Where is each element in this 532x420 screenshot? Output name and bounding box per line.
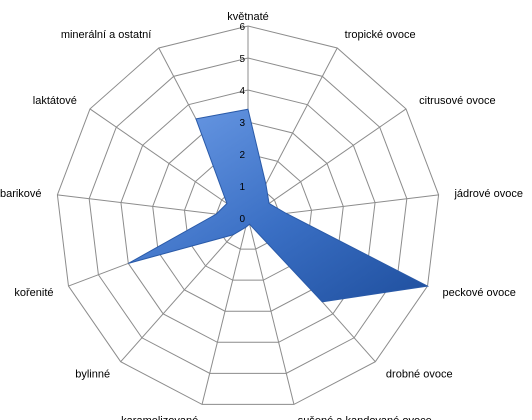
category-label-2: citrusové ovoce (419, 95, 495, 107)
category-label-7: karamelizované (121, 415, 198, 420)
category-label-8: bylinné (75, 369, 110, 381)
category-label-5: drobné ovoce (386, 369, 453, 381)
tick-label-3: 3 (239, 118, 245, 129)
tick-label-6: 6 (239, 22, 245, 33)
radar-series-layer (128, 108, 430, 303)
category-label-3: jádrové ovoce (453, 188, 523, 200)
grid-spoke-6 (247, 217, 295, 405)
category-label-9: kořenité (14, 287, 53, 299)
category-label-12: minerální a ostatní (61, 29, 152, 41)
category-label-6: sušené a kandované ovoce (298, 415, 432, 420)
radial-axis-ticks: 0 1 2 3 4 5 6 (239, 22, 245, 225)
grid-ring-1 (215, 185, 281, 250)
series-area-0 (128, 108, 430, 303)
grid-ring-2 (183, 153, 313, 281)
tick-label-5: 5 (239, 54, 245, 65)
category-label-1: tropické ovoce (345, 29, 416, 41)
grid-ring-6 (56, 25, 440, 405)
category-label-4: peckové ovoce (442, 287, 515, 299)
tick-label-1: 1 (239, 182, 245, 193)
category-label-0: květnaté (227, 11, 269, 23)
grid-ring-4 (120, 89, 376, 343)
tick-label-0: 0 (239, 214, 245, 225)
grid-spoke-7 (201, 217, 249, 405)
category-label-11: laktátové (33, 95, 77, 107)
category-label-10: barikové (0, 188, 42, 200)
grid-spoke-11 (89, 108, 249, 219)
grid-ring-3 (152, 121, 344, 312)
category-labels: květnaté tropické ovoce citrusové ovoce jád… (0, 11, 523, 420)
grid-spoke-8 (120, 217, 249, 363)
grid-spoke-2 (247, 108, 407, 219)
grid-ring-5 (88, 57, 408, 374)
tick-label-2: 2 (239, 150, 245, 161)
tick-label-4: 4 (239, 86, 245, 97)
